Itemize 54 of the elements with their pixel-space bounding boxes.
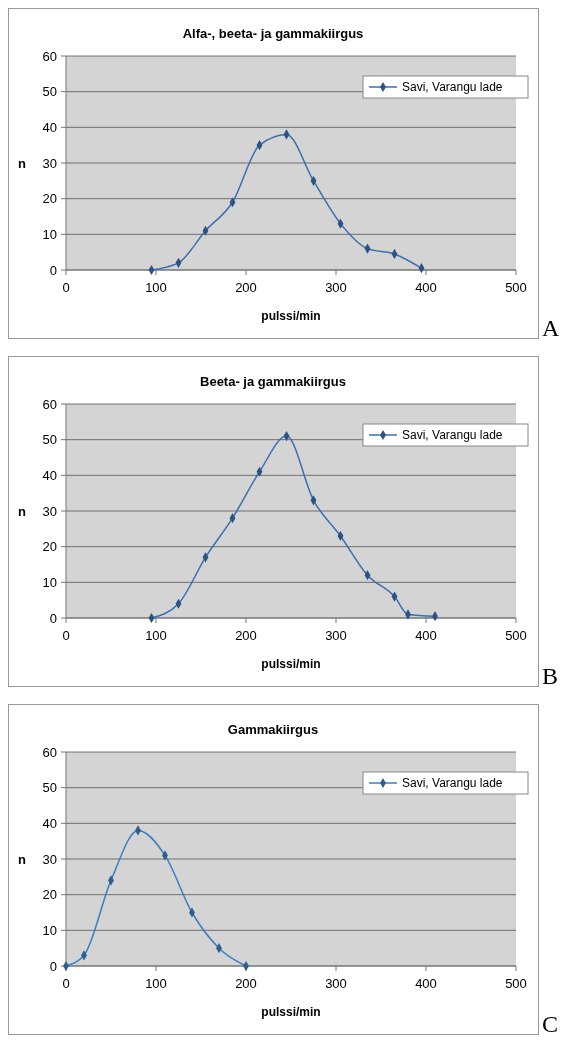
y-tick-label: 30: [42, 155, 57, 171]
x-tick-label: 200: [235, 628, 257, 643]
y-tick-label: 50: [42, 84, 57, 100]
x-tick-label: 200: [235, 280, 257, 295]
y-tick-label: 40: [42, 119, 57, 135]
x-tick-label: 200: [235, 976, 257, 991]
text: C: [542, 1011, 559, 1037]
x-tick-label: 400: [415, 628, 437, 643]
y-tick-label: 0: [49, 610, 57, 626]
x-tick-label: 500: [505, 976, 527, 991]
x-tick-label: 400: [415, 976, 437, 991]
text: A: [542, 315, 560, 341]
x-tick-label: 500: [505, 280, 527, 295]
y-axis-title: n: [18, 851, 27, 867]
y-tick-label: 0: [49, 262, 57, 278]
y-tick-label: 40: [42, 815, 57, 831]
y-tick-label: 20: [42, 887, 57, 903]
chart-title: Beeta- ja gammakiirgus: [200, 374, 346, 389]
text: B: [542, 663, 559, 689]
x-tick-label: 100: [145, 976, 167, 991]
x-tick-label: 0: [62, 280, 70, 295]
y-tick-label: 30: [42, 503, 57, 519]
chart-title: Gammakiirgus: [227, 722, 319, 737]
x-tick-label: 400: [415, 280, 437, 295]
y-tick-label: 60: [42, 48, 57, 64]
y-tick-label: 10: [42, 574, 57, 590]
x-tick-label: 100: [145, 280, 167, 295]
x-tick-label: 0: [62, 976, 70, 991]
y-tick-label: 10: [42, 226, 57, 242]
y-tick-label: 10: [42, 922, 57, 938]
legend-label: Savi, Varangu lade: [402, 80, 503, 95]
chart-title: Alfa-, beeta- ja gammakiirgus: [182, 26, 364, 41]
y-tick-label: 30: [42, 851, 57, 867]
x-axis-title: pulssi/min: [261, 1005, 321, 1019]
y-tick-label: 40: [42, 467, 57, 483]
y-axis-title: n: [18, 155, 27, 171]
x-axis-title: pulssi/min: [261, 309, 321, 323]
legend-label: Savi, Varangu lade: [402, 428, 503, 443]
y-tick-label: 0: [49, 958, 57, 974]
x-tick-label: 300: [325, 976, 347, 991]
y-tick-label: 60: [42, 744, 57, 760]
legend-label: Savi, Varangu lade: [402, 776, 503, 791]
x-tick-label: 300: [325, 628, 347, 643]
y-tick-label: 50: [42, 780, 57, 796]
x-tick-label: 100: [145, 628, 167, 643]
y-tick-label: 20: [42, 191, 57, 207]
x-tick-label: 500: [505, 628, 527, 643]
x-tick-label: 300: [325, 280, 347, 295]
y-tick-label: 60: [42, 396, 57, 412]
y-tick-label: 50: [42, 432, 57, 448]
x-axis-title: pulssi/min: [261, 657, 321, 671]
y-axis-title: n: [18, 503, 27, 519]
y-tick-label: 20: [42, 539, 57, 555]
x-tick-label: 0: [62, 628, 70, 643]
